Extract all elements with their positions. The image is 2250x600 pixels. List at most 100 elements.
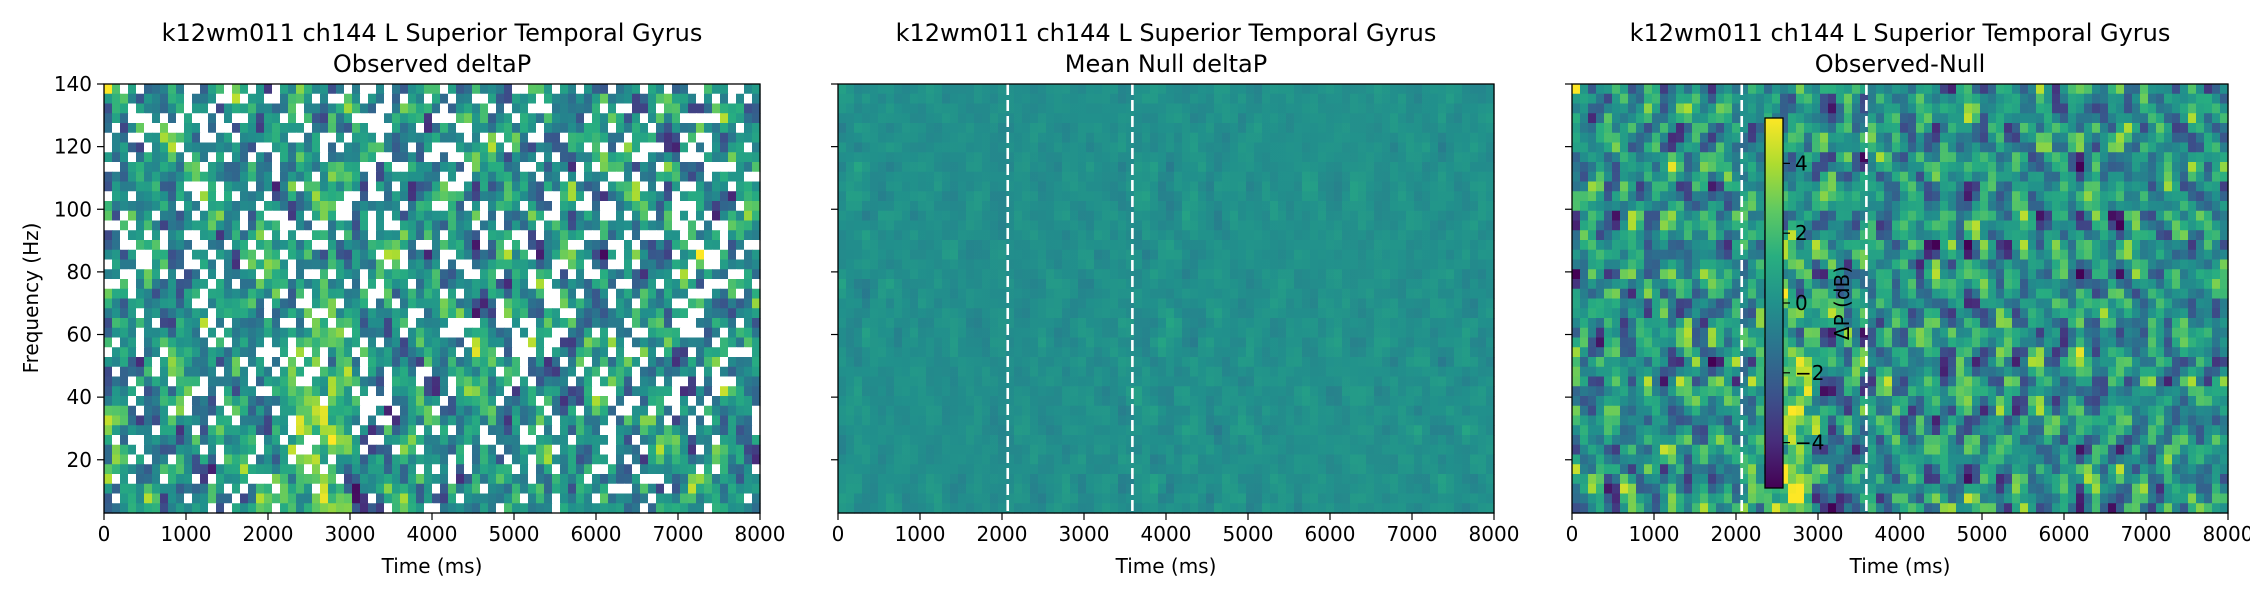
heatmap-cell <box>160 444 169 456</box>
heatmap-cell <box>576 123 585 134</box>
heatmap-cell <box>184 376 193 387</box>
heatmap-cell <box>704 444 713 456</box>
heatmap-cell <box>688 483 697 495</box>
heatmap-cell <box>288 93 297 105</box>
heatmap-cell <box>536 435 545 446</box>
heatmap-cell <box>192 318 201 329</box>
heatmap-cell <box>440 269 449 280</box>
heatmap-cell <box>408 93 417 105</box>
heatmap-cell <box>216 230 225 241</box>
heatmap-cell <box>336 483 345 495</box>
heatmap-cell <box>336 259 345 270</box>
heatmap-cell <box>152 103 161 114</box>
heatmap-cell <box>240 386 249 397</box>
heatmap-cell <box>144 425 153 436</box>
heatmap-cell <box>296 259 305 270</box>
heatmap-cell <box>664 366 673 378</box>
heatmap-cell <box>280 142 289 153</box>
heatmap-cell <box>304 298 313 309</box>
heatmap-cell <box>256 405 265 417</box>
heatmap-cell <box>168 376 177 387</box>
heatmap-cell <box>704 318 713 329</box>
heatmap-cell <box>176 415 185 426</box>
heatmap-cell <box>640 357 649 368</box>
heatmap-cell <box>376 444 385 456</box>
heatmap-cell <box>488 103 497 114</box>
heatmap-cell <box>144 454 153 465</box>
heatmap-cell <box>344 142 353 153</box>
heatmap-cell <box>704 249 713 261</box>
heatmap-cell <box>736 269 745 280</box>
heatmap-cell <box>280 220 289 231</box>
heatmap-cell <box>328 240 337 251</box>
heatmap-cell <box>672 298 681 309</box>
heatmap-cell <box>240 181 249 192</box>
heatmap-cell <box>648 210 657 222</box>
heatmap-cell <box>216 337 225 348</box>
heatmap-cell <box>688 503 697 514</box>
heatmap-cell <box>248 230 257 241</box>
heatmap-cell <box>272 386 281 397</box>
heatmap-cell <box>712 142 721 153</box>
heatmap-cell <box>536 259 545 270</box>
heatmap-cell <box>512 493 521 504</box>
heatmap-cell <box>200 259 209 270</box>
chart-title-line2: Mean Null deltaP <box>1065 50 1267 78</box>
heatmap-cell <box>288 103 297 114</box>
heatmap-cell <box>632 113 641 124</box>
heatmap-cell <box>120 396 129 407</box>
heatmap-cell <box>328 298 337 309</box>
heatmap-cell <box>656 210 665 222</box>
heatmap-cell <box>144 259 153 270</box>
heatmap-cell <box>384 357 393 368</box>
heatmap-cell <box>168 123 177 134</box>
heatmap-cell <box>256 201 265 212</box>
heatmap-cell <box>680 405 689 417</box>
heatmap-cell <box>744 435 753 446</box>
heatmap-cell <box>176 493 185 504</box>
heatmap-cell <box>536 386 545 397</box>
heatmap-cell <box>592 493 601 504</box>
heatmap-cell <box>168 93 177 105</box>
heatmap-cell <box>344 357 353 368</box>
heatmap-cell <box>544 210 553 222</box>
heatmap-cell <box>216 347 225 358</box>
heatmap-cell <box>656 249 665 261</box>
heatmap-cell <box>632 357 641 368</box>
heatmap-cell <box>752 230 761 241</box>
heatmap-cell <box>144 396 153 407</box>
heatmap-cell <box>160 318 169 329</box>
heatmap-cell <box>680 220 689 231</box>
heatmap-cell <box>168 181 177 192</box>
chart-title-line1: k12wm011 ch144 L Superior Temporal Gyrus <box>896 19 1437 47</box>
heatmap-cell <box>400 337 409 348</box>
heatmap-cell <box>272 396 281 407</box>
heatmap-cell <box>504 386 513 397</box>
heatmap-cell <box>376 103 385 114</box>
heatmap-cell <box>464 464 473 475</box>
heatmap-cell <box>360 474 369 485</box>
heatmap-cell <box>168 220 177 231</box>
heatmap-cell <box>328 415 337 426</box>
heatmap-cell <box>616 142 625 153</box>
heatmap-cell <box>688 405 697 417</box>
heatmap-cell <box>456 210 465 222</box>
heatmap-cell <box>496 113 505 124</box>
heatmap-cell <box>488 366 497 378</box>
heatmap-cell <box>288 162 297 173</box>
heatmap-cell <box>536 269 545 280</box>
heatmap-cell <box>272 259 281 270</box>
heatmap-cell <box>368 318 377 329</box>
heatmap-cell <box>496 415 505 426</box>
heatmap-cell <box>568 405 577 417</box>
heatmap-cell <box>272 308 281 319</box>
heatmap-cell <box>608 376 617 387</box>
heatmap-cell <box>384 123 393 134</box>
heatmap-cell <box>120 435 129 446</box>
heatmap-cell <box>312 357 321 368</box>
heatmap-cell <box>136 425 145 436</box>
heatmap-cell <box>176 240 185 251</box>
heatmap-cell <box>448 503 457 514</box>
heatmap-cell <box>456 376 465 387</box>
heatmap-cell <box>664 318 673 329</box>
